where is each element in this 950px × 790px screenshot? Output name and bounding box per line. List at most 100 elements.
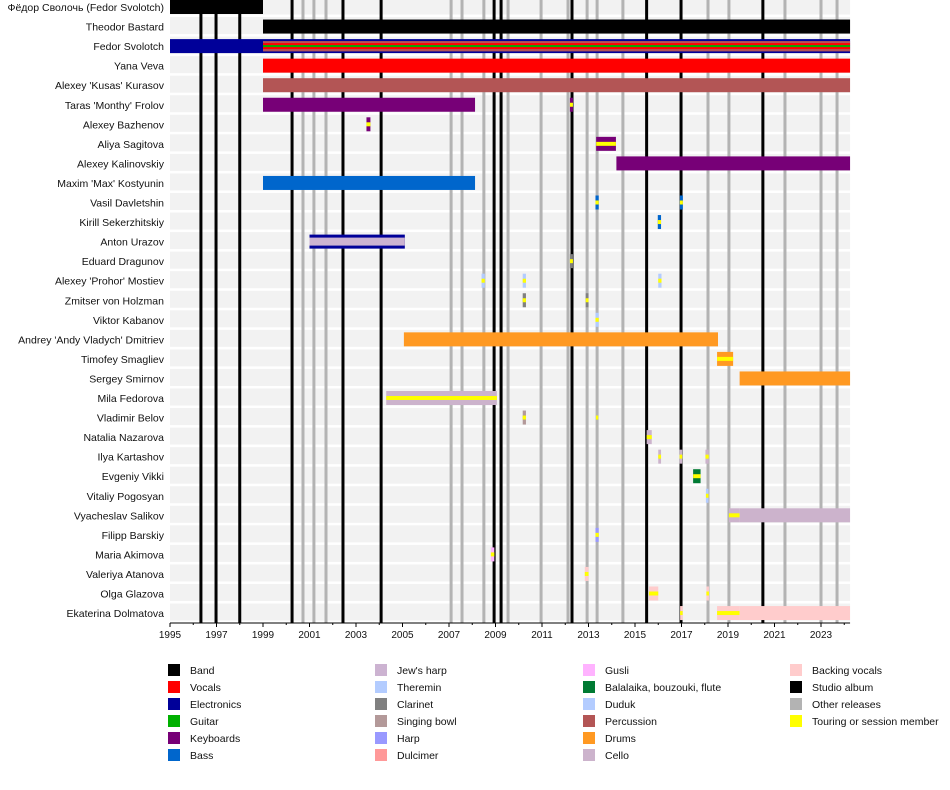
x-tick-label: 2019 bbox=[717, 630, 740, 641]
bar-fill bbox=[616, 156, 851, 171]
row-background bbox=[170, 388, 851, 406]
member-bar-touring bbox=[595, 415, 599, 420]
row-background bbox=[170, 584, 851, 601]
touring-stripe bbox=[679, 454, 683, 459]
legend-label: Other releases bbox=[812, 699, 881, 711]
x-tick-label: 2007 bbox=[438, 630, 461, 641]
legend-label: Touring or session member bbox=[812, 716, 939, 728]
other-release-line bbox=[727, 0, 731, 623]
legend-swatch bbox=[583, 698, 595, 710]
row-background bbox=[170, 114, 851, 132]
row-background bbox=[170, 349, 851, 367]
touring-stripe bbox=[584, 571, 589, 576]
member-name-label: Vasil Davletshin bbox=[90, 198, 164, 210]
other-release-line bbox=[301, 0, 305, 623]
x-tick-label: 2001 bbox=[298, 630, 321, 641]
studio-album-line bbox=[214, 0, 218, 623]
legend-swatch bbox=[375, 664, 387, 676]
legend: Band Vocals Electronics Guitar Keyboards Bass… bbox=[168, 664, 939, 762]
member-name-label: Viktor Kabanov bbox=[93, 315, 165, 327]
legend-item-theremin: Theremin bbox=[375, 681, 442, 694]
legend-item-guitar: Guitar bbox=[168, 715, 219, 728]
legend-item-balalaika: Balalaika, bouzouki, flute bbox=[583, 681, 721, 694]
touring-stripe bbox=[658, 278, 662, 283]
release-lines bbox=[199, 0, 839, 623]
other-release-line bbox=[482, 0, 486, 623]
row-backgrounds bbox=[170, 0, 851, 621]
legend-item-electronics: Electronics bbox=[168, 698, 241, 711]
touring-stripe bbox=[646, 435, 652, 440]
legend-swatch bbox=[168, 698, 180, 710]
legend-label: Gusli bbox=[605, 665, 629, 677]
legend-swatch bbox=[168, 732, 180, 744]
member-bar-cello bbox=[679, 449, 683, 464]
member-bar-clarinet bbox=[569, 254, 573, 269]
touring-stripe bbox=[386, 396, 497, 400]
other-release-line bbox=[506, 0, 510, 623]
touring-stripe bbox=[596, 141, 616, 146]
member-name-label: Alexey Bazhenov bbox=[83, 119, 165, 131]
legend-label: Singing bowl bbox=[397, 716, 457, 728]
row-background bbox=[170, 564, 851, 582]
member-bar-theremin bbox=[522, 273, 526, 288]
member-name-label: Maria Akimova bbox=[95, 549, 164, 561]
row-background bbox=[170, 193, 851, 210]
member-bar-cello bbox=[705, 449, 709, 464]
member-bar-cello bbox=[739, 508, 851, 523]
member-labels: Фёдор Сволочь (Fedor Svolotch) Theodor Ba… bbox=[7, 2, 164, 620]
member-name-label: Theodor Bastard bbox=[86, 22, 164, 34]
stripe-percussion bbox=[263, 41, 851, 44]
legend-item-other-release: Other releases bbox=[790, 698, 881, 711]
legend-item-gusli: Gusli bbox=[583, 664, 629, 677]
legend-swatch bbox=[168, 715, 180, 727]
legend-label: Band bbox=[190, 665, 215, 677]
other-release-line bbox=[835, 0, 839, 623]
row-background bbox=[170, 0, 851, 15]
legend-label: Balalaika, bouzouki, flute bbox=[605, 682, 721, 694]
legend-item-duduk: Duduk bbox=[583, 698, 636, 711]
legend-label: Bass bbox=[190, 750, 213, 762]
legend-item-jews-harp: Jew's harp bbox=[375, 664, 447, 677]
member-name-label: Kirill Sekerzhitskiy bbox=[79, 217, 164, 229]
row-background bbox=[170, 251, 851, 269]
x-tick-label: 1995 bbox=[159, 630, 182, 641]
touring-stripe bbox=[585, 298, 589, 303]
member-bar-band bbox=[170, 0, 263, 14]
x-tick-label: 2013 bbox=[577, 630, 600, 641]
member-name-label: Anton Urazov bbox=[100, 237, 164, 249]
member-bar-backing-vocals bbox=[584, 566, 589, 581]
other-release-line bbox=[539, 0, 543, 623]
other-release-line bbox=[566, 0, 570, 623]
member-bar-bass bbox=[679, 195, 683, 210]
bar-fill bbox=[739, 371, 851, 386]
bar-fill bbox=[403, 332, 719, 347]
legend-swatch bbox=[790, 698, 802, 710]
bar-fill bbox=[263, 58, 851, 73]
touring-stripe bbox=[705, 493, 709, 498]
stripe-guitar bbox=[263, 45, 851, 48]
legend-swatch bbox=[790, 715, 802, 727]
touring-stripe bbox=[522, 415, 526, 420]
other-release-line bbox=[595, 0, 599, 623]
member-bar-electronics bbox=[263, 41, 851, 52]
row-background bbox=[170, 466, 851, 484]
member-name-label: Natalia Nazarova bbox=[83, 432, 164, 444]
legend-item-percussion: Percussion bbox=[583, 715, 657, 728]
member-name-label: Alexey 'Prohor' Mostiev bbox=[55, 276, 165, 288]
legend-label: Guitar bbox=[190, 716, 219, 728]
x-tick-label: 2005 bbox=[391, 630, 414, 641]
studio-album-line bbox=[499, 0, 503, 623]
member-name-label: Maxim 'Max' Kostyunin bbox=[57, 178, 164, 190]
row-background bbox=[170, 544, 851, 562]
row-background bbox=[170, 212, 851, 230]
member-name-label: Timofey Smagliev bbox=[81, 354, 165, 366]
member-bar-bass bbox=[595, 195, 599, 210]
studio-album-line bbox=[199, 0, 203, 623]
member-name-label: Aliya Sagitova bbox=[97, 139, 164, 151]
member-bar-theremin bbox=[658, 273, 662, 288]
touring-stripe bbox=[679, 200, 683, 205]
member-bar-clarinet bbox=[522, 293, 526, 308]
touring-stripe bbox=[717, 356, 734, 361]
studio-album-line bbox=[341, 0, 345, 623]
touring-stripe bbox=[717, 611, 740, 616]
